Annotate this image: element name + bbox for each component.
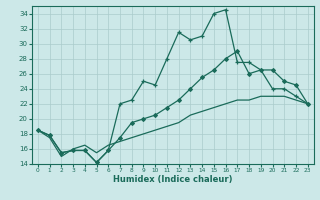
X-axis label: Humidex (Indice chaleur): Humidex (Indice chaleur) xyxy=(113,175,233,184)
